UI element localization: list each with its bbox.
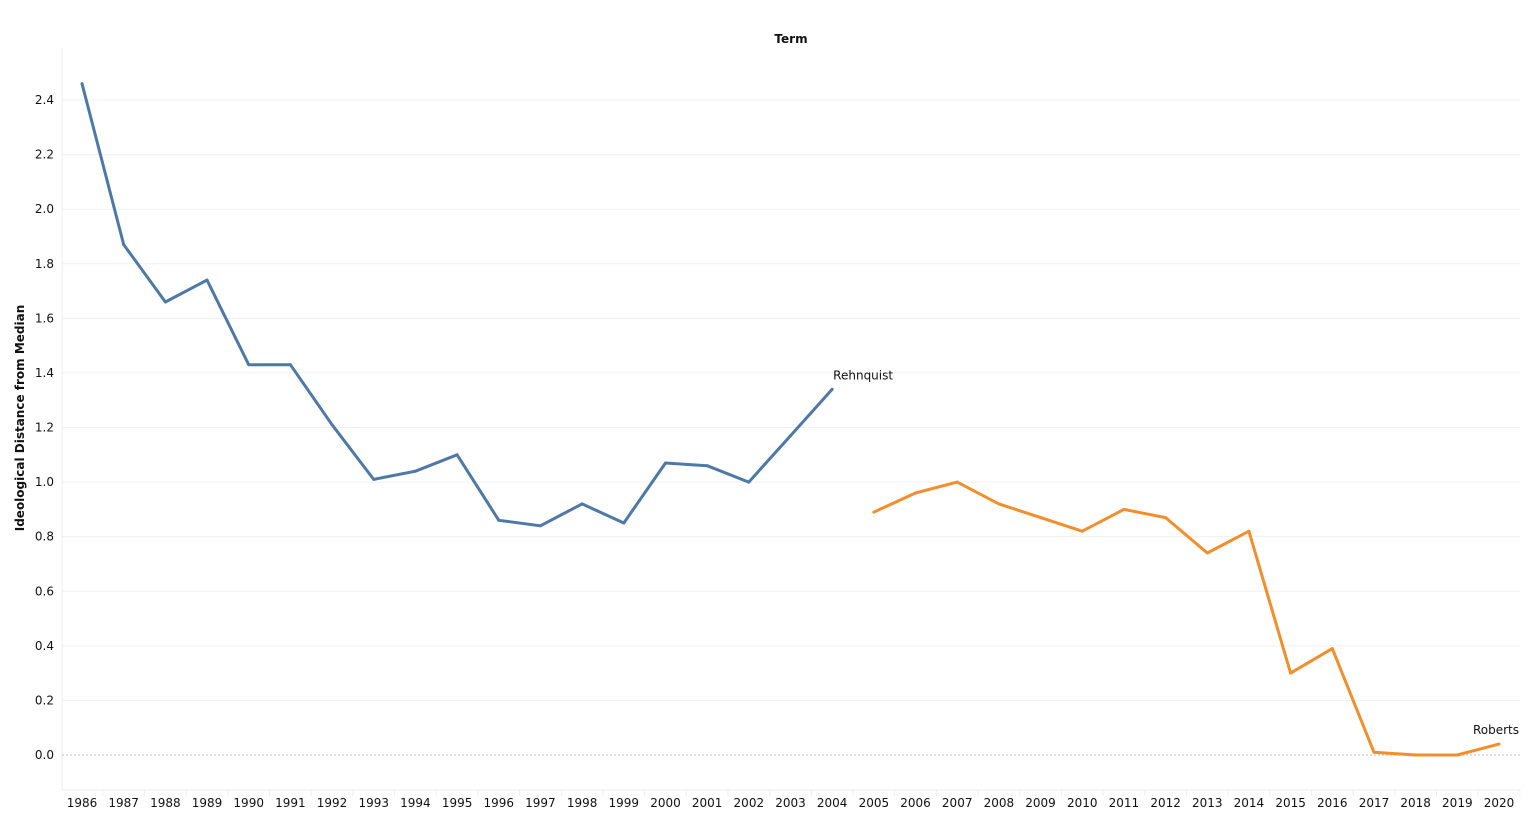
x-tick-label: 2007: [942, 796, 973, 810]
x-tick-label: 2009: [1025, 796, 1056, 810]
y-tick-label: 0.0: [35, 748, 54, 762]
y-tick-label: 1.8: [35, 257, 54, 271]
x-tick-label: 1991: [275, 796, 306, 810]
x-tick-label: 1988: [150, 796, 181, 810]
chart-title: Term: [774, 32, 807, 46]
data-point: [997, 502, 1001, 506]
data-point: [80, 82, 84, 86]
x-tick-label: 2020: [1484, 796, 1515, 810]
x-tick-label: 2014: [1234, 796, 1265, 810]
x-tick-label: 2011: [1109, 796, 1140, 810]
x-tick-label: 2006: [900, 796, 931, 810]
data-point: [747, 480, 751, 484]
x-tick-label: 2015: [1275, 796, 1306, 810]
x-tick-label: 1997: [525, 796, 556, 810]
x-tick-label: 2008: [984, 796, 1015, 810]
data-point: [1080, 529, 1084, 533]
data-point: [1164, 516, 1168, 520]
data-point: [1414, 753, 1418, 757]
data-point: [955, 480, 959, 484]
x-tick-label: 1986: [67, 796, 98, 810]
data-point: [1497, 742, 1501, 746]
y-tick-label: 1.2: [35, 421, 54, 435]
x-tick-label: 2000: [650, 796, 681, 810]
data-point: [330, 423, 334, 427]
x-tick-label: 1990: [233, 796, 264, 810]
x-tick-label: 2017: [1359, 796, 1390, 810]
y-tick-label: 2.4: [35, 93, 54, 107]
data-point: [288, 363, 292, 367]
x-tick-label: 2002: [734, 796, 765, 810]
data-point: [914, 491, 918, 495]
x-tick-label: 1994: [400, 796, 431, 810]
series-label: Roberts: [1473, 723, 1519, 737]
data-point: [497, 518, 501, 522]
data-point: [205, 278, 209, 282]
data-point: [789, 434, 792, 438]
data-point: [455, 453, 459, 457]
x-tick-label: 2005: [859, 796, 890, 810]
data-point: [1289, 671, 1293, 675]
data-point: [663, 461, 667, 465]
x-tick-label: 2012: [1150, 796, 1181, 810]
data-point: [1205, 551, 1209, 555]
x-tick-label: 1992: [317, 796, 348, 810]
series-line-roberts: [873, 480, 1500, 757]
y-tick-label: 0.8: [35, 530, 54, 544]
y-tick-label: 1.0: [35, 475, 54, 489]
y-tick-label: 2.2: [35, 148, 54, 162]
data-point: [705, 464, 709, 468]
series-label: Rehnquist: [833, 368, 893, 382]
data-point: [163, 300, 167, 304]
data-point: [580, 502, 584, 506]
x-tick-label: 2004: [817, 796, 848, 810]
x-tick-label: 2018: [1400, 796, 1431, 810]
data-point: [413, 469, 417, 473]
data-point: [1330, 647, 1334, 651]
x-tick-label: 1996: [483, 796, 514, 810]
series-line-rehnquist: [80, 83, 834, 528]
x-tick-label: 1989: [192, 796, 223, 810]
data-point: [622, 521, 626, 525]
y-tick-label: 0.4: [35, 639, 54, 653]
x-tick-label: 2010: [1067, 796, 1098, 810]
x-tick-label: 2016: [1317, 796, 1348, 810]
y-tick-label: 1.4: [35, 366, 54, 380]
x-tick-label: 1995: [442, 796, 473, 810]
x-tick-label: 1999: [609, 796, 640, 810]
y-tick-label: 0.2: [35, 693, 54, 707]
data-point: [1122, 507, 1126, 511]
data-point: [122, 243, 126, 247]
x-tick-label: 1998: [567, 796, 598, 810]
data-point: [1039, 516, 1043, 520]
data-point: [830, 387, 834, 391]
x-tick-label: 2019: [1442, 796, 1473, 810]
data-point: [538, 524, 542, 528]
data-point: [372, 477, 376, 481]
y-tick-label: 1.6: [35, 311, 54, 325]
data-point: [872, 510, 876, 514]
y-axis-label: Ideological Distance from Median: [13, 305, 27, 532]
x-tick-label: 1987: [108, 796, 139, 810]
x-tick-label: 2003: [775, 796, 806, 810]
data-point: [1455, 753, 1459, 757]
y-tick-label: 0.6: [35, 584, 54, 598]
x-tick-label: 1993: [358, 796, 389, 810]
x-tick-label: 2001: [692, 796, 723, 810]
data-point: [1372, 750, 1376, 754]
x-tick-label: 2013: [1192, 796, 1223, 810]
data-point: [247, 363, 251, 367]
data-point: [1247, 529, 1251, 533]
y-tick-label: 2.0: [35, 202, 54, 216]
